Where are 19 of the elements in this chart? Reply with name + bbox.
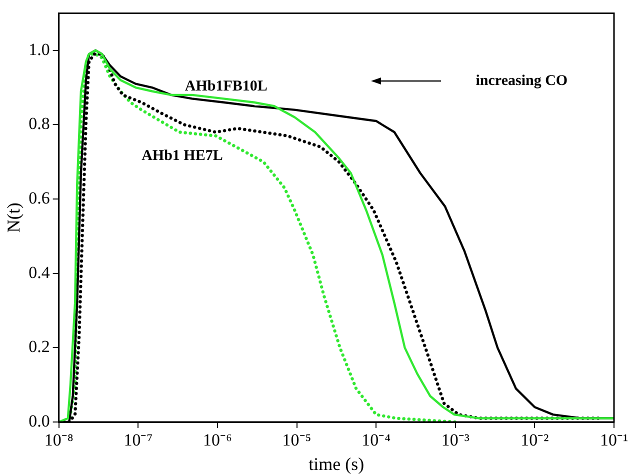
x-axis-title: time (s) <box>308 454 364 474</box>
y-tick-label: 0.2 <box>28 337 50 356</box>
y-tick-label: 0.8 <box>28 114 50 134</box>
annotation: increasing CO <box>476 72 568 89</box>
y-tick-label: 0.4 <box>28 262 50 282</box>
x-tick-label: 10⁻³ <box>441 430 470 450</box>
x-tick-label: 10⁻⁴ <box>362 430 391 450</box>
x-tick-label: 10⁻⁸ <box>44 430 74 450</box>
x-tick-label: 10⁻⁵ <box>282 430 312 450</box>
y-tick-label: 0.6 <box>28 188 50 208</box>
annotation: AHb1FB10L <box>184 78 268 94</box>
x-tick-label: 10⁻⁶ <box>202 430 232 450</box>
y-axis-title: N(t) <box>4 202 24 233</box>
annotation: AHb1 HE7L <box>142 148 223 164</box>
x-tick-label: 10⁻⁷ <box>124 430 153 450</box>
x-tick-label: 10⁻² <box>520 430 549 450</box>
x-tick-label: 10⁻¹ <box>600 430 628 450</box>
y-tick-label: 0.0 <box>28 411 50 430</box>
y-tick-label: 1.0 <box>28 40 50 59</box>
